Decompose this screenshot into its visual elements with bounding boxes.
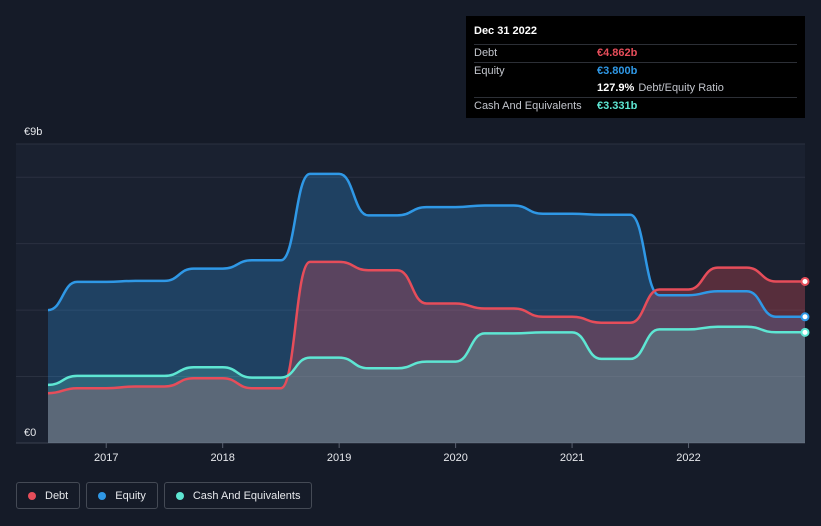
line-debt (47, 260, 805, 395)
tooltip-value-debt: €4.862b (597, 47, 638, 59)
x-tick-label: 2021 (560, 452, 584, 464)
tooltip-date: Dec 31 2022 (474, 25, 537, 37)
ratio-suffix: Debt/Equity Ratio (638, 82, 724, 94)
legend-label: Cash And Equivalents (192, 489, 301, 502)
future-shade (16, 144, 805, 443)
series-endpoints (800, 276, 810, 337)
line-cash-and-equivalents (47, 325, 805, 387)
tooltip-value-ratio: 127.9% Debt/Equity Ratio (597, 80, 724, 97)
x-tick-label: 2019 (327, 452, 351, 464)
x-tick-label: 2017 (94, 452, 118, 464)
tooltip-label (474, 80, 597, 97)
x-tick-label: 2022 (676, 452, 700, 464)
ratio-number: 127.9% (597, 82, 635, 94)
tooltip-value-equity: €3.800b (597, 65, 638, 77)
legend-dot-icon (98, 491, 107, 500)
tooltip-row-ratio: 127.9% Debt/Equity Ratio (474, 80, 797, 97)
x-axis-ticks: 2017 2018 2019 2020 2021 2022 (94, 443, 701, 464)
tooltip-row-cash: Cash And Equivalents €3.331b (474, 97, 797, 115)
tooltip-label: Debt (474, 47, 498, 59)
tooltip-label: Cash And Equivalents (474, 100, 582, 112)
area-debt (48, 261, 805, 443)
x-tick-label: 2018 (210, 452, 234, 464)
endpoint-equity (800, 312, 810, 322)
legend-item-cash[interactable]: Cash And Equivalents (163, 482, 313, 509)
endpoint-debt (800, 276, 810, 286)
legend-label: Equity (115, 489, 146, 502)
tooltip-panel: Dec 31 2022 Debt €4.862b Equity €3.800b … (466, 16, 805, 118)
legend-dot-icon (175, 491, 184, 500)
legend-dot-icon (28, 491, 36, 500)
y-axis-bottom-label: €0 (24, 427, 36, 439)
series-lines (47, 172, 805, 395)
tooltip-row-debt: Debt €4.862b (474, 44, 797, 62)
x-tick-label: 2020 (443, 452, 467, 464)
tooltip-label: Equity (474, 65, 505, 77)
legend-item-debt[interactable]: Debt (16, 482, 81, 509)
endpoint-cash-and-equivalents (800, 327, 810, 337)
legend-item-equity[interactable]: Equity (86, 482, 158, 509)
y-axis-top-label: €9b (24, 126, 42, 138)
legend-label: Debt (45, 489, 69, 502)
area-equity (48, 173, 805, 443)
line-equity (47, 172, 805, 319)
tooltip-row-equity: Equity €3.800b (474, 62, 797, 80)
tooltip-value-cash: €3.331b (597, 100, 638, 112)
area-cash-and-equivalents (48, 326, 805, 443)
series-areas (48, 173, 805, 443)
chart-legend: Debt Equity Cash And Equivalents (16, 482, 313, 509)
